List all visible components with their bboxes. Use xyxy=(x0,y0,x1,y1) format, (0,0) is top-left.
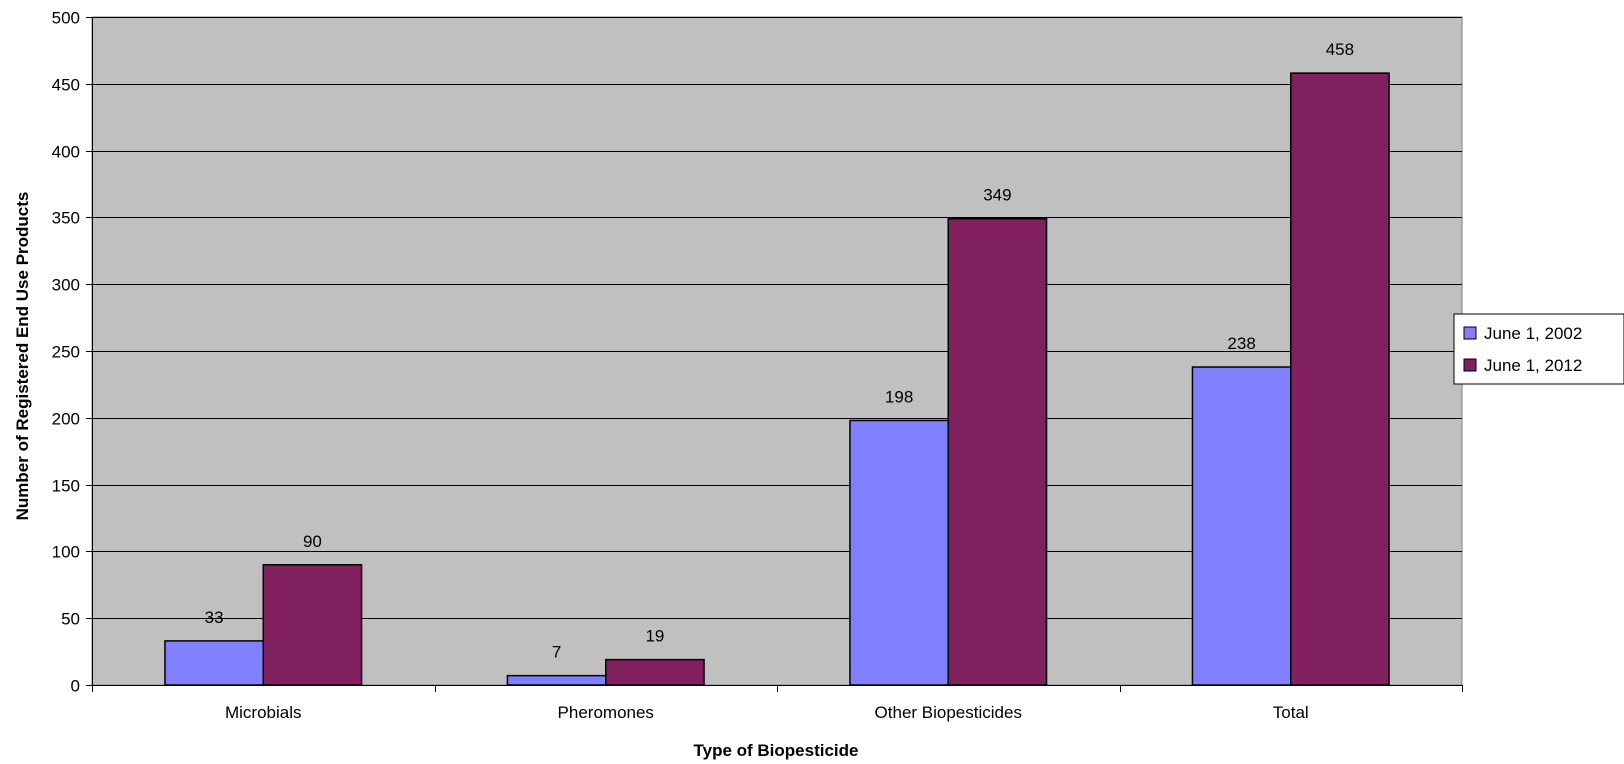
y-tick-label: 150 xyxy=(52,477,80,496)
bar-2002 xyxy=(164,640,264,686)
x-tick-label: Microbials xyxy=(225,703,302,722)
bar-2002 xyxy=(1191,366,1292,686)
y-axis-title: Number of Registered End Use Products xyxy=(13,192,32,521)
bar-2012 xyxy=(262,564,363,686)
x-tick-label: Total xyxy=(1273,703,1309,722)
bar-2012 xyxy=(1290,72,1390,686)
y-tick-label: 200 xyxy=(52,410,80,429)
y-tick-label: 450 xyxy=(52,76,80,95)
x-tick-label: Pheromones xyxy=(558,703,654,722)
data-labels: 33 7 198 238 90 19 349 458 xyxy=(205,40,1354,662)
x-tick-label: Other Biopesticides xyxy=(875,703,1022,722)
y-tick-label: 100 xyxy=(52,543,80,562)
y-axis: 0 50 100 150 200 250 300 350 400 450 500 xyxy=(52,9,93,696)
x-axis-title: Type of Biopesticide xyxy=(694,741,859,760)
y-tick-label: 300 xyxy=(52,276,80,295)
legend-swatch xyxy=(1463,358,1477,372)
legend-label: June 1, 2002 xyxy=(1484,324,1582,343)
legend-box xyxy=(1453,313,1624,385)
y-tick-label: 350 xyxy=(52,209,80,228)
x-axis: Microbials Pheromones Other Biopesticides T… xyxy=(92,685,1463,722)
data-label: 90 xyxy=(303,532,322,551)
y-tick-label: 50 xyxy=(61,610,80,629)
legend: June 1, 2002 June 1, 2012 xyxy=(1453,313,1624,385)
bar-2012 xyxy=(947,217,1048,686)
bar-2002 xyxy=(849,419,950,686)
y-tick-label: 400 xyxy=(52,143,80,162)
data-label: 238 xyxy=(1227,334,1255,353)
bar-2002 xyxy=(506,674,607,686)
bar-2012 xyxy=(605,658,705,686)
data-label: 19 xyxy=(645,627,664,646)
y-tick-label: 250 xyxy=(52,343,80,362)
data-label: 198 xyxy=(885,387,913,406)
legend-label: June 1, 2012 xyxy=(1484,356,1582,375)
y-tick-label: 500 xyxy=(52,9,80,28)
y-tick-label: 0 xyxy=(71,677,80,696)
data-label: 7 xyxy=(552,643,561,662)
data-label: 458 xyxy=(1326,40,1354,59)
bars xyxy=(164,72,1390,686)
data-label: 33 xyxy=(205,608,224,627)
data-label: 349 xyxy=(983,186,1011,205)
legend-swatch xyxy=(1463,326,1477,340)
